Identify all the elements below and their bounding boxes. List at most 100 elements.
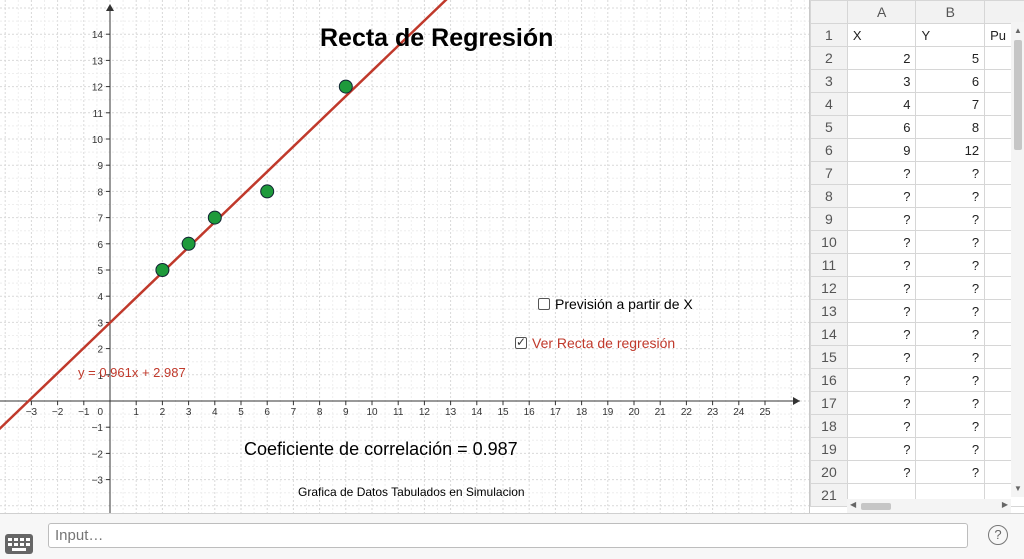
spreadsheet-cell[interactable]: 3	[847, 70, 916, 93]
row-header[interactable]: 19	[811, 438, 848, 461]
row-header[interactable]: 13	[811, 300, 848, 323]
row-header[interactable]: 15	[811, 346, 848, 369]
row-header[interactable]: 18	[811, 415, 848, 438]
x-axis-arrow	[793, 397, 800, 405]
scrollbar-thumb[interactable]	[1014, 40, 1022, 150]
data-point[interactable]	[339, 80, 352, 93]
spreadsheet-cell[interactable]: ?	[847, 438, 916, 461]
row-header[interactable]: 6	[811, 139, 848, 162]
scroll-left-icon[interactable]: ◀	[850, 500, 856, 509]
table-row: 19??	[811, 438, 1024, 461]
row-header[interactable]: 4	[811, 93, 848, 116]
spreadsheet-cell[interactable]: ?	[847, 415, 916, 438]
keyboard-icon[interactable]	[5, 534, 33, 554]
spreadsheet-cell[interactable]: ?	[847, 185, 916, 208]
show-regression-checkbox-label: Ver Recta de regresión	[532, 335, 675, 351]
spreadsheet-cell[interactable]: ?	[847, 346, 916, 369]
spreadsheet-cell[interactable]: ?	[847, 277, 916, 300]
spreadsheet-cell[interactable]: Y	[916, 24, 985, 47]
spreadsheet-cell[interactable]: ?	[916, 300, 985, 323]
spreadsheet-cell[interactable]: ?	[847, 392, 916, 415]
spreadsheet-cell[interactable]: ?	[847, 369, 916, 392]
spreadsheet-cell[interactable]: X	[847, 24, 916, 47]
row-header[interactable]: 9	[811, 208, 848, 231]
x-tick-label: 21	[655, 407, 667, 418]
spreadsheet-cell[interactable]: ?	[916, 346, 985, 369]
table-row: 8??	[811, 185, 1024, 208]
spreadsheet-cell[interactable]: ?	[916, 254, 985, 277]
spreadsheet-cell[interactable]: 12	[916, 139, 985, 162]
help-icon[interactable]: ?	[988, 525, 1008, 545]
row-header[interactable]: 2	[811, 47, 848, 70]
spreadsheet-cell[interactable]: ?	[847, 254, 916, 277]
spreadsheet-cell[interactable]: ?	[916, 277, 985, 300]
spreadsheet-cell[interactable]: 8	[916, 116, 985, 139]
row-header[interactable]: 8	[811, 185, 848, 208]
regression-line[interactable]	[0, 0, 477, 449]
row-header[interactable]: 14	[811, 323, 848, 346]
row-header[interactable]: 1	[811, 24, 848, 47]
row-header[interactable]: 3	[811, 70, 848, 93]
row-header[interactable]: 10	[811, 231, 848, 254]
spreadsheet-cell[interactable]: ?	[847, 162, 916, 185]
spreadsheet-cell[interactable]: 4	[847, 93, 916, 116]
scroll-right-icon[interactable]: ▶	[1002, 500, 1008, 509]
data-point[interactable]	[261, 185, 274, 198]
x-tick-label: 3	[186, 407, 192, 418]
spreadsheet-cell[interactable]: ?	[916, 415, 985, 438]
y-tick-label: 14	[92, 30, 104, 41]
spreadsheet-cell[interactable]: 2	[847, 47, 916, 70]
spreadsheet-cell[interactable]: 9	[847, 139, 916, 162]
column-header-c[interactable]	[985, 1, 1024, 24]
scrollbar-thumb[interactable]	[861, 503, 891, 510]
row-header[interactable]: 17	[811, 392, 848, 415]
prevision-checkbox[interactable]: Previsión a partir de X	[538, 296, 693, 312]
scroll-down-icon[interactable]: ▼	[1014, 484, 1022, 493]
checkbox-box[interactable]	[538, 298, 550, 310]
y-tick-label: 6	[97, 240, 103, 251]
scroll-up-icon[interactable]: ▲	[1014, 26, 1022, 35]
row-header[interactable]: 5	[811, 116, 848, 139]
data-point[interactable]	[156, 264, 169, 277]
spreadsheet-cell[interactable]: ?	[847, 323, 916, 346]
spreadsheet-cell[interactable]: ?	[847, 300, 916, 323]
row-header[interactable]: 11	[811, 254, 848, 277]
algebra-input[interactable]	[48, 523, 968, 548]
spreadsheet-cell[interactable]: ?	[916, 392, 985, 415]
spreadsheet-cell[interactable]: ?	[916, 461, 985, 484]
row-header[interactable]: 16	[811, 369, 848, 392]
spreadsheet-cell[interactable]: 5	[916, 47, 985, 70]
row-header[interactable]: 21	[811, 484, 848, 507]
spreadsheet-cell[interactable]: ?	[916, 231, 985, 254]
x-tick-label: 4	[212, 407, 218, 418]
spreadsheet-cell[interactable]: ?	[916, 438, 985, 461]
spreadsheet-cell[interactable]: 7	[916, 93, 985, 116]
spreadsheet-cell[interactable]: ?	[916, 208, 985, 231]
spreadsheet-cell[interactable]: ?	[916, 185, 985, 208]
spreadsheet-cell[interactable]: 6	[847, 116, 916, 139]
show-regression-checkbox[interactable]: Ver Recta de regresión	[515, 335, 675, 351]
spreadsheet-cell[interactable]: ?	[916, 323, 985, 346]
spreadsheet-cell[interactable]: 6	[916, 70, 985, 93]
spreadsheet-cell[interactable]: ?	[916, 369, 985, 392]
data-point[interactable]	[182, 237, 195, 250]
spreadsheet-cell[interactable]: ?	[847, 231, 916, 254]
data-point[interactable]	[208, 211, 221, 224]
column-header-a[interactable]: A	[847, 1, 916, 24]
spreadsheet-cell[interactable]: ?	[847, 461, 916, 484]
spreadsheet-cell[interactable]: ?	[847, 208, 916, 231]
vertical-scrollbar[interactable]: ▲ ▼	[1011, 22, 1024, 497]
column-header-b[interactable]: B	[916, 1, 985, 24]
row-header[interactable]: 7	[811, 162, 848, 185]
horizontal-scrollbar[interactable]: ◀ ▶	[847, 499, 1011, 513]
spreadsheet-cell[interactable]: ?	[916, 162, 985, 185]
row-header[interactable]: 20	[811, 461, 848, 484]
x-tick-label: 11	[393, 407, 404, 418]
checkbox-box[interactable]	[515, 337, 527, 349]
row-header[interactable]: 12	[811, 277, 848, 300]
